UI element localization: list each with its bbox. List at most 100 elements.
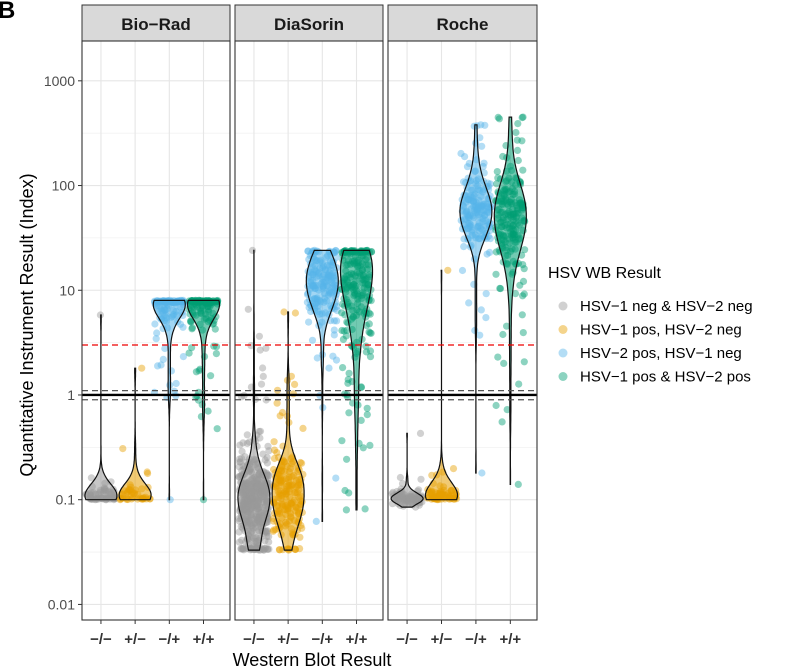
data-point — [518, 137, 526, 145]
data-point — [465, 299, 473, 307]
data-point — [179, 323, 187, 331]
data-point — [345, 369, 353, 377]
y-axis-label: Quantitative Instrument Result (Index) — [17, 173, 37, 476]
data-point — [273, 399, 281, 407]
data-point — [161, 344, 169, 353]
x-tick-label: −/+ — [465, 631, 487, 648]
panel-label: B — [0, 0, 15, 24]
data-point — [476, 331, 484, 339]
data-point — [494, 174, 502, 182]
legend: HSV WB Result HSV−1 neg & HSV−2 negHSV−1… — [548, 265, 753, 386]
data-point — [342, 332, 350, 340]
data-point — [263, 470, 271, 478]
data-point — [238, 466, 246, 475]
data-point — [333, 307, 341, 315]
data-point — [499, 330, 507, 339]
data-point — [188, 344, 196, 352]
data-point — [500, 359, 508, 367]
data-point — [357, 383, 365, 392]
data-point — [486, 180, 494, 188]
data-point — [396, 473, 404, 482]
data-point — [264, 471, 272, 479]
panel-background — [388, 41, 537, 620]
data-point — [483, 250, 491, 258]
x-tick-label: +/− — [124, 631, 146, 648]
data-point — [204, 407, 212, 415]
x-tick-label: −/− — [90, 631, 112, 648]
data-point — [493, 168, 501, 176]
x-tick-label: +/− — [277, 631, 299, 648]
data-point — [264, 442, 272, 450]
legend-label: HSV−1 pos & HSV−2 pos — [580, 369, 751, 386]
legend-key — [558, 325, 568, 334]
data-point — [235, 528, 243, 536]
x-tick-label: −/− — [396, 631, 418, 648]
data-point — [366, 310, 374, 318]
x-axis-label: Western Blot Result — [233, 650, 392, 670]
data-point — [486, 235, 494, 243]
data-point — [270, 438, 278, 446]
data-point — [255, 332, 263, 340]
data-point — [478, 142, 486, 150]
data-point — [477, 121, 485, 129]
data-point — [345, 409, 353, 417]
data-point — [312, 517, 320, 526]
data-point — [465, 159, 473, 167]
data-point — [151, 320, 159, 328]
data-point — [273, 449, 281, 457]
panel-border — [234, 40, 384, 621]
data-point — [340, 327, 348, 335]
data-point — [363, 404, 371, 412]
violin-shape — [271, 311, 305, 551]
data-point — [520, 290, 528, 298]
data-point — [291, 309, 299, 317]
data-point — [207, 372, 215, 380]
data-point — [143, 468, 151, 476]
data-point — [496, 285, 505, 293]
data-point — [212, 350, 220, 358]
data-point — [344, 375, 352, 384]
data-point — [461, 153, 469, 161]
panel-border — [387, 40, 538, 621]
data-point — [416, 429, 425, 437]
data-point — [498, 418, 506, 426]
data-point — [235, 538, 243, 546]
data-point — [172, 379, 180, 388]
data-point — [492, 270, 500, 278]
x-tick-label: +/+ — [346, 631, 368, 648]
x-tick-label: +/+ — [193, 631, 215, 648]
data-point — [308, 336, 317, 344]
data-point — [262, 344, 270, 352]
data-point — [366, 441, 374, 449]
data-point — [264, 545, 272, 553]
data-point — [154, 362, 162, 370]
data-point — [245, 438, 253, 446]
violin-shape — [84, 314, 118, 501]
x-tick-label: −/− — [243, 631, 265, 648]
data-point — [343, 326, 351, 334]
data-point — [237, 545, 245, 553]
data-point — [187, 317, 195, 325]
facet-strip — [387, 4, 538, 42]
data-point — [291, 380, 299, 388]
data-point — [362, 348, 370, 356]
data-point — [332, 247, 340, 255]
data-point — [263, 532, 271, 540]
data-point — [305, 318, 313, 326]
data-point — [261, 537, 269, 545]
data-point — [344, 379, 352, 387]
violin-shape — [424, 269, 459, 501]
data-point — [239, 545, 247, 553]
data-point — [428, 471, 436, 479]
x-tick-label: +/+ — [499, 631, 521, 648]
violin-shape — [493, 116, 527, 485]
data-point — [359, 444, 367, 452]
data-point — [518, 114, 526, 122]
data-point — [477, 306, 485, 314]
data-point — [519, 261, 527, 269]
data-point — [521, 246, 529, 254]
data-point — [188, 325, 196, 333]
data-point — [519, 329, 527, 337]
data-point — [185, 349, 193, 357]
